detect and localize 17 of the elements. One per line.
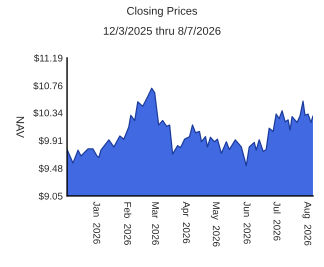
x-tick-label: Jun 2026 xyxy=(244,202,251,244)
x-tick-label: Mar 2026 xyxy=(152,202,159,245)
y-tick-label: $10.76 xyxy=(33,82,62,90)
x-tick-label: Jul 2026 xyxy=(274,202,281,241)
y-tick-label: $9.05 xyxy=(38,192,62,200)
y-axis-title: NAV xyxy=(16,116,24,138)
y-tick-label: $9.48 xyxy=(38,164,62,172)
x-tick-label: Feb 2026 xyxy=(124,202,132,245)
y-tick-label: $10.34 xyxy=(33,109,63,117)
y-tick-label: $9.91 xyxy=(38,136,62,145)
x-tick-label: Apr 2026 xyxy=(181,202,190,244)
x-tick-label: Aug 2026 xyxy=(302,202,312,246)
chart-title: Closing Prices xyxy=(127,6,198,17)
x-tick-label: Jan 2026 xyxy=(93,202,100,244)
chart-subtitle: 12/3/2025 thru 8/7/2026 xyxy=(104,26,221,35)
x-tick-label: May 2026 xyxy=(210,202,220,247)
y-tick-label: $11.19 xyxy=(34,54,62,62)
